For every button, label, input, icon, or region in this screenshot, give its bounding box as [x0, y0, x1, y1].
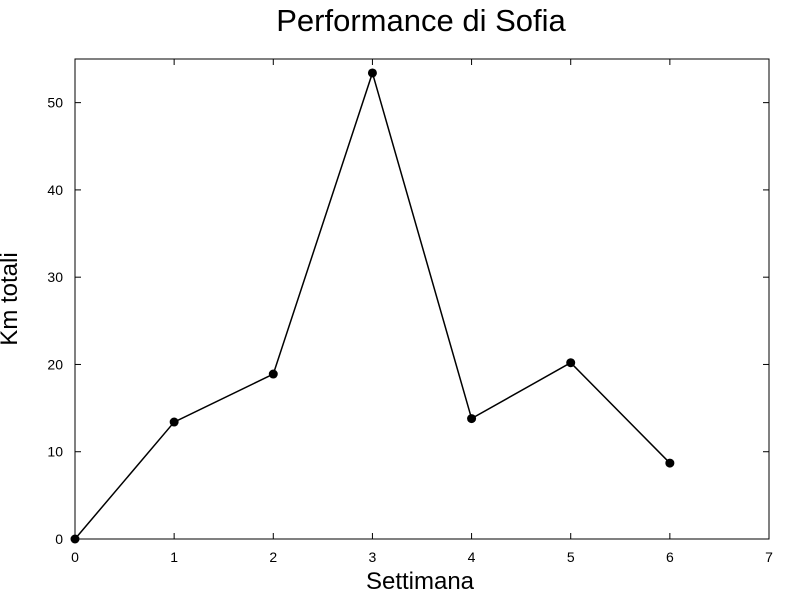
y-tick-label: 0	[55, 531, 63, 547]
series-line	[74, 70, 671, 540]
x-tick-label: 1	[170, 549, 178, 565]
x-tick-label: 0	[71, 549, 79, 565]
y-tick-label: 10	[47, 444, 63, 460]
x-axis: 0 1 2 3 4 5 6 7	[71, 59, 773, 565]
x-tick-label: 7	[765, 549, 773, 565]
data-point	[367, 68, 377, 78]
data-point	[70, 534, 80, 544]
data-point	[665, 458, 675, 468]
chart-title: Performance di Sofia	[276, 3, 566, 38]
data-point	[268, 369, 278, 379]
x-tick-label: 3	[369, 549, 377, 565]
y-tick-label: 50	[47, 95, 63, 111]
x-axis-label: Settimana	[366, 568, 475, 595]
x-tick-label: 4	[468, 549, 476, 565]
data-point	[566, 358, 576, 368]
y-axis: 0 10 20 30 40 50	[47, 95, 769, 547]
y-tick-label: 40	[47, 182, 63, 198]
y-tick-label: 20	[47, 356, 63, 372]
data-point	[169, 417, 179, 427]
x-tick-label: 5	[567, 549, 575, 565]
series-points	[70, 68, 675, 544]
x-tick-label: 2	[269, 549, 277, 565]
plot-frame	[74, 58, 770, 540]
y-axis-label: Km totali	[0, 252, 23, 345]
data-point	[467, 414, 477, 424]
x-tick-label: 6	[666, 549, 674, 565]
y-tick-label: 30	[47, 269, 63, 285]
